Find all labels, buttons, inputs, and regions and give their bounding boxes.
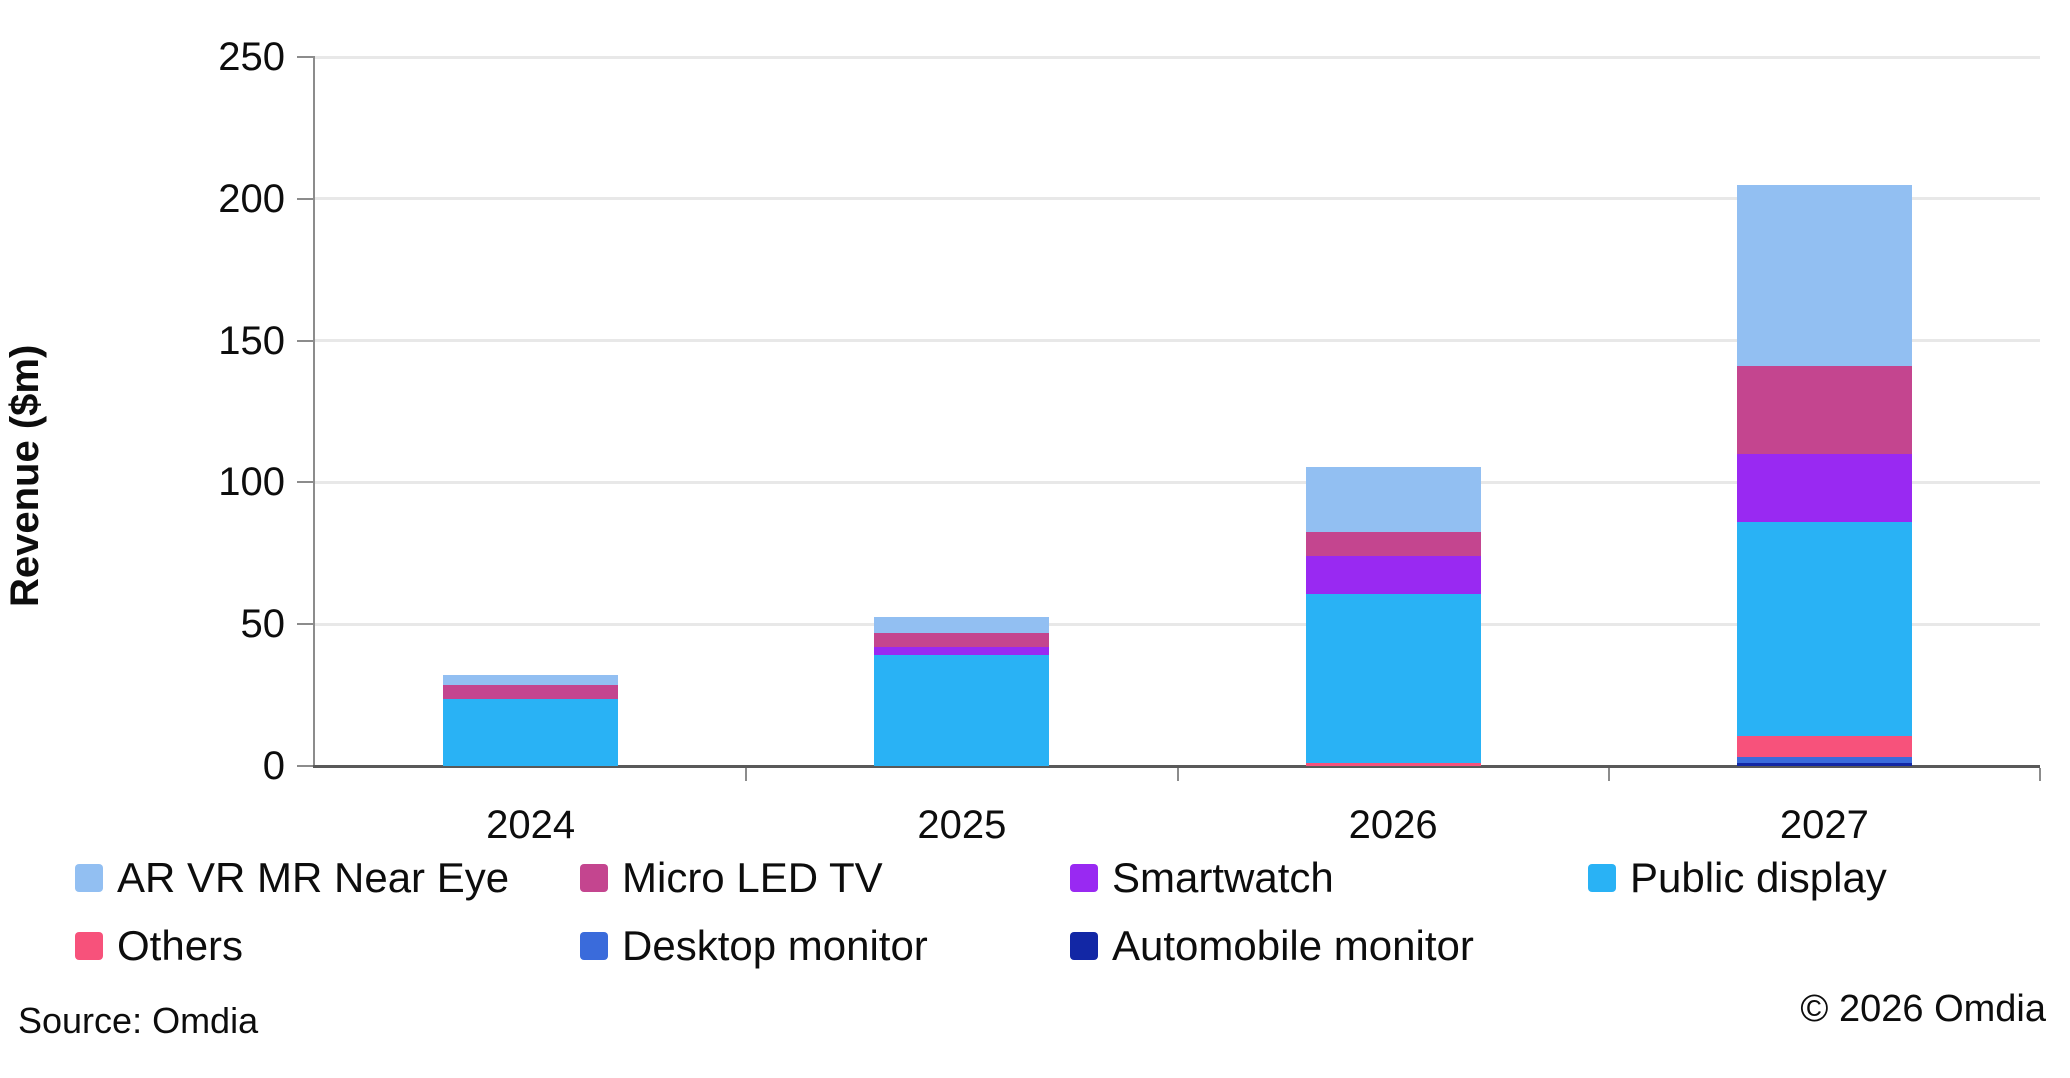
legend-item-micro-led-tv: Micro LED TV <box>580 857 883 899</box>
x-tick-label-2027: 2027 <box>1779 803 1869 847</box>
legend-label: Automobile monitor <box>1112 922 1474 969</box>
y-tick-label-250: 250 <box>218 35 285 79</box>
bar-2024-micro-led-tv <box>443 685 619 700</box>
legend-item-others: Others <box>75 925 243 967</box>
bar-2027-public-display <box>1736 522 1912 737</box>
y-tick-0 <box>297 765 315 767</box>
y-tick-label-100: 100 <box>218 460 285 505</box>
x-tick-3 <box>1607 768 1610 781</box>
x-tick-2 <box>1176 768 1179 781</box>
legend-swatch <box>580 932 608 960</box>
y-tick-250 <box>297 56 315 58</box>
x-tick-label-2024: 2024 <box>486 803 576 847</box>
bar-2026-public-display <box>1305 594 1481 764</box>
legend-item-ar-vr-mr-near-eye: AR VR MR Near Eye <box>75 857 509 899</box>
bar-2027-ar-vr-mr-near-eye <box>1736 184 1912 367</box>
x-tick-1 <box>745 768 748 781</box>
y-tick-label-0: 0 <box>262 744 285 788</box>
legend-label: Desktop monitor <box>622 922 928 969</box>
legend-label: Public display <box>1630 854 1887 901</box>
bar-2024-ar-vr-mr-near-eye <box>443 675 619 686</box>
bar-2027-smartwatch <box>1736 454 1912 523</box>
bar-2025-ar-vr-mr-near-eye <box>874 617 1050 633</box>
legend-label: AR VR MR Near Eye <box>117 854 510 901</box>
legend-label: Others <box>117 922 244 969</box>
bar-2026-others <box>1305 763 1481 766</box>
legend-swatch <box>580 864 608 892</box>
copyright-note: © 2026 Omdia <box>1800 988 2046 1030</box>
gridline-100 <box>315 480 2040 484</box>
x-tick-label-2025: 2025 <box>917 803 1007 847</box>
y-tick-label-150: 150 <box>218 318 285 363</box>
y-tick-label-50: 50 <box>240 602 286 647</box>
bar-2025-smartwatch <box>874 646 1050 656</box>
bar-2027-others <box>1736 736 1912 758</box>
legend-item-smartwatch: Smartwatch <box>1070 857 1334 899</box>
x-tick-label-2026: 2026 <box>1348 803 1438 847</box>
bar-2025-micro-led-tv <box>874 632 1050 647</box>
y-tick-50 <box>297 623 315 626</box>
bar-2027-automobile-monitor <box>1736 763 1912 766</box>
y-tick-150 <box>297 339 315 342</box>
bar-2027-micro-led-tv <box>1736 366 1912 455</box>
y-tick-100 <box>297 481 315 484</box>
x-axis-line <box>313 765 2040 768</box>
legend-swatch <box>1070 932 1098 960</box>
gridline-250 <box>315 55 2040 59</box>
bar-2026-micro-led-tv <box>1305 532 1481 557</box>
bar-2024-public-display <box>443 699 619 766</box>
bar-2026-ar-vr-mr-near-eye <box>1305 466 1481 533</box>
legend-item-desktop-monitor: Desktop monitor <box>580 925 928 967</box>
legend-item-public-display: Public display <box>1588 857 1887 899</box>
legend-label: Micro LED TV <box>622 854 883 901</box>
y-tick-label-200: 200 <box>218 176 285 221</box>
legend-swatch <box>1588 864 1616 892</box>
gridline-200 <box>315 197 2040 201</box>
y-axis-line <box>313 57 315 766</box>
bar-2027-desktop-monitor <box>1736 757 1912 764</box>
x-tick-4 <box>2039 768 2041 781</box>
legend-swatch <box>75 932 103 960</box>
bar-2025-public-display <box>874 655 1050 766</box>
source-note: Source: Omdia <box>18 1000 259 1041</box>
gridline-50 <box>315 622 2040 626</box>
y-axis-title: Revenue ($m) <box>3 344 47 607</box>
legend-label: Smartwatch <box>1112 854 1334 901</box>
legend-swatch <box>1070 864 1098 892</box>
legend-item-automobile-monitor: Automobile monitor <box>1070 925 1474 967</box>
bar-2026-smartwatch <box>1305 556 1481 595</box>
legend-swatch <box>75 864 103 892</box>
gridline-150 <box>315 339 2040 343</box>
y-tick-200 <box>297 197 315 200</box>
